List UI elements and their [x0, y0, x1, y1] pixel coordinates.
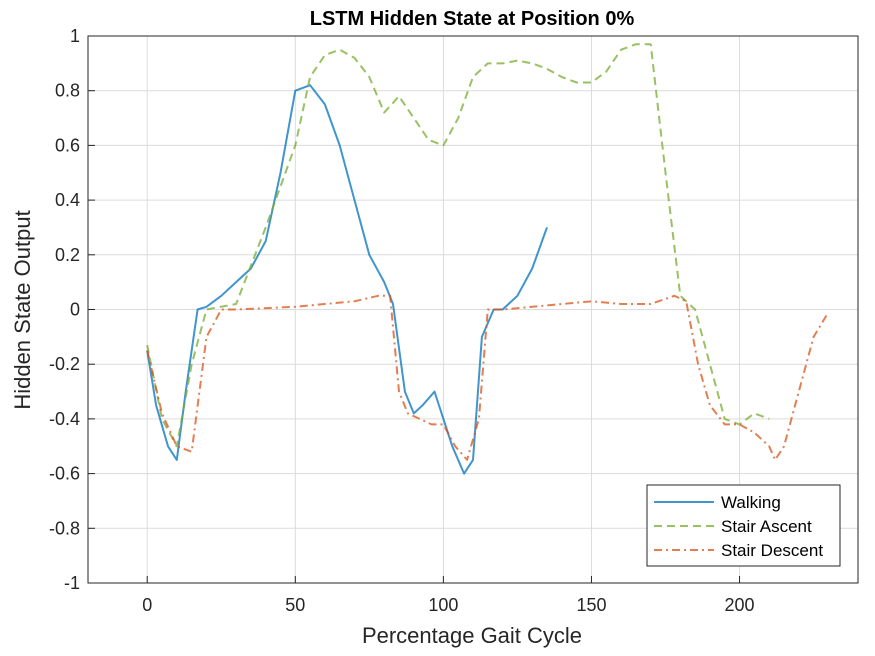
- y-tick-label: -0.6: [49, 464, 80, 484]
- ticks: 0 50 100 150 200 -1 -0.8 -0.6 -0.4 -0.2 0 0.2 0.4 0.6…: [49, 26, 755, 615]
- chart-title: LSTM Hidden State at Position 0%: [310, 8, 635, 30]
- y-tick-label: -0.8: [49, 518, 80, 538]
- series-line-walking: [146, 84, 548, 475]
- x-tick-label: 200: [725, 595, 755, 615]
- series-lines: [146, 43, 830, 475]
- x-tick-label: 0: [142, 595, 152, 615]
- y-axis-label: Hidden State Output: [10, 210, 35, 409]
- series-line-stair-descent: [146, 294, 830, 461]
- x-tick-label: 100: [428, 595, 458, 615]
- legend-label: Stair Descent: [721, 541, 823, 560]
- legend: Walking Stair Ascent Stair Descent: [646, 484, 841, 567]
- y-tick-label: 0.4: [55, 190, 80, 210]
- series-line-stair-ascent: [146, 43, 770, 448]
- y-tick-label: 0.8: [55, 81, 80, 101]
- y-tick-label: 0.2: [55, 245, 80, 265]
- grid: [88, 35, 858, 584]
- x-tick-label: 150: [576, 595, 606, 615]
- y-tick-label: -0.4: [49, 409, 80, 429]
- y-tick-label: 1: [70, 26, 80, 46]
- y-tick-label: -1: [64, 573, 80, 593]
- legend-label: Stair Ascent: [721, 517, 812, 536]
- x-tick-label: 50: [285, 595, 305, 615]
- y-tick-label: 0: [70, 300, 80, 320]
- legend-label: Walking: [721, 493, 781, 512]
- x-axis-label: Percentage Gait Cycle: [362, 623, 582, 648]
- y-tick-label: 0.6: [55, 135, 80, 155]
- legend-box: [646, 484, 841, 567]
- y-tick-label: -0.2: [49, 354, 80, 374]
